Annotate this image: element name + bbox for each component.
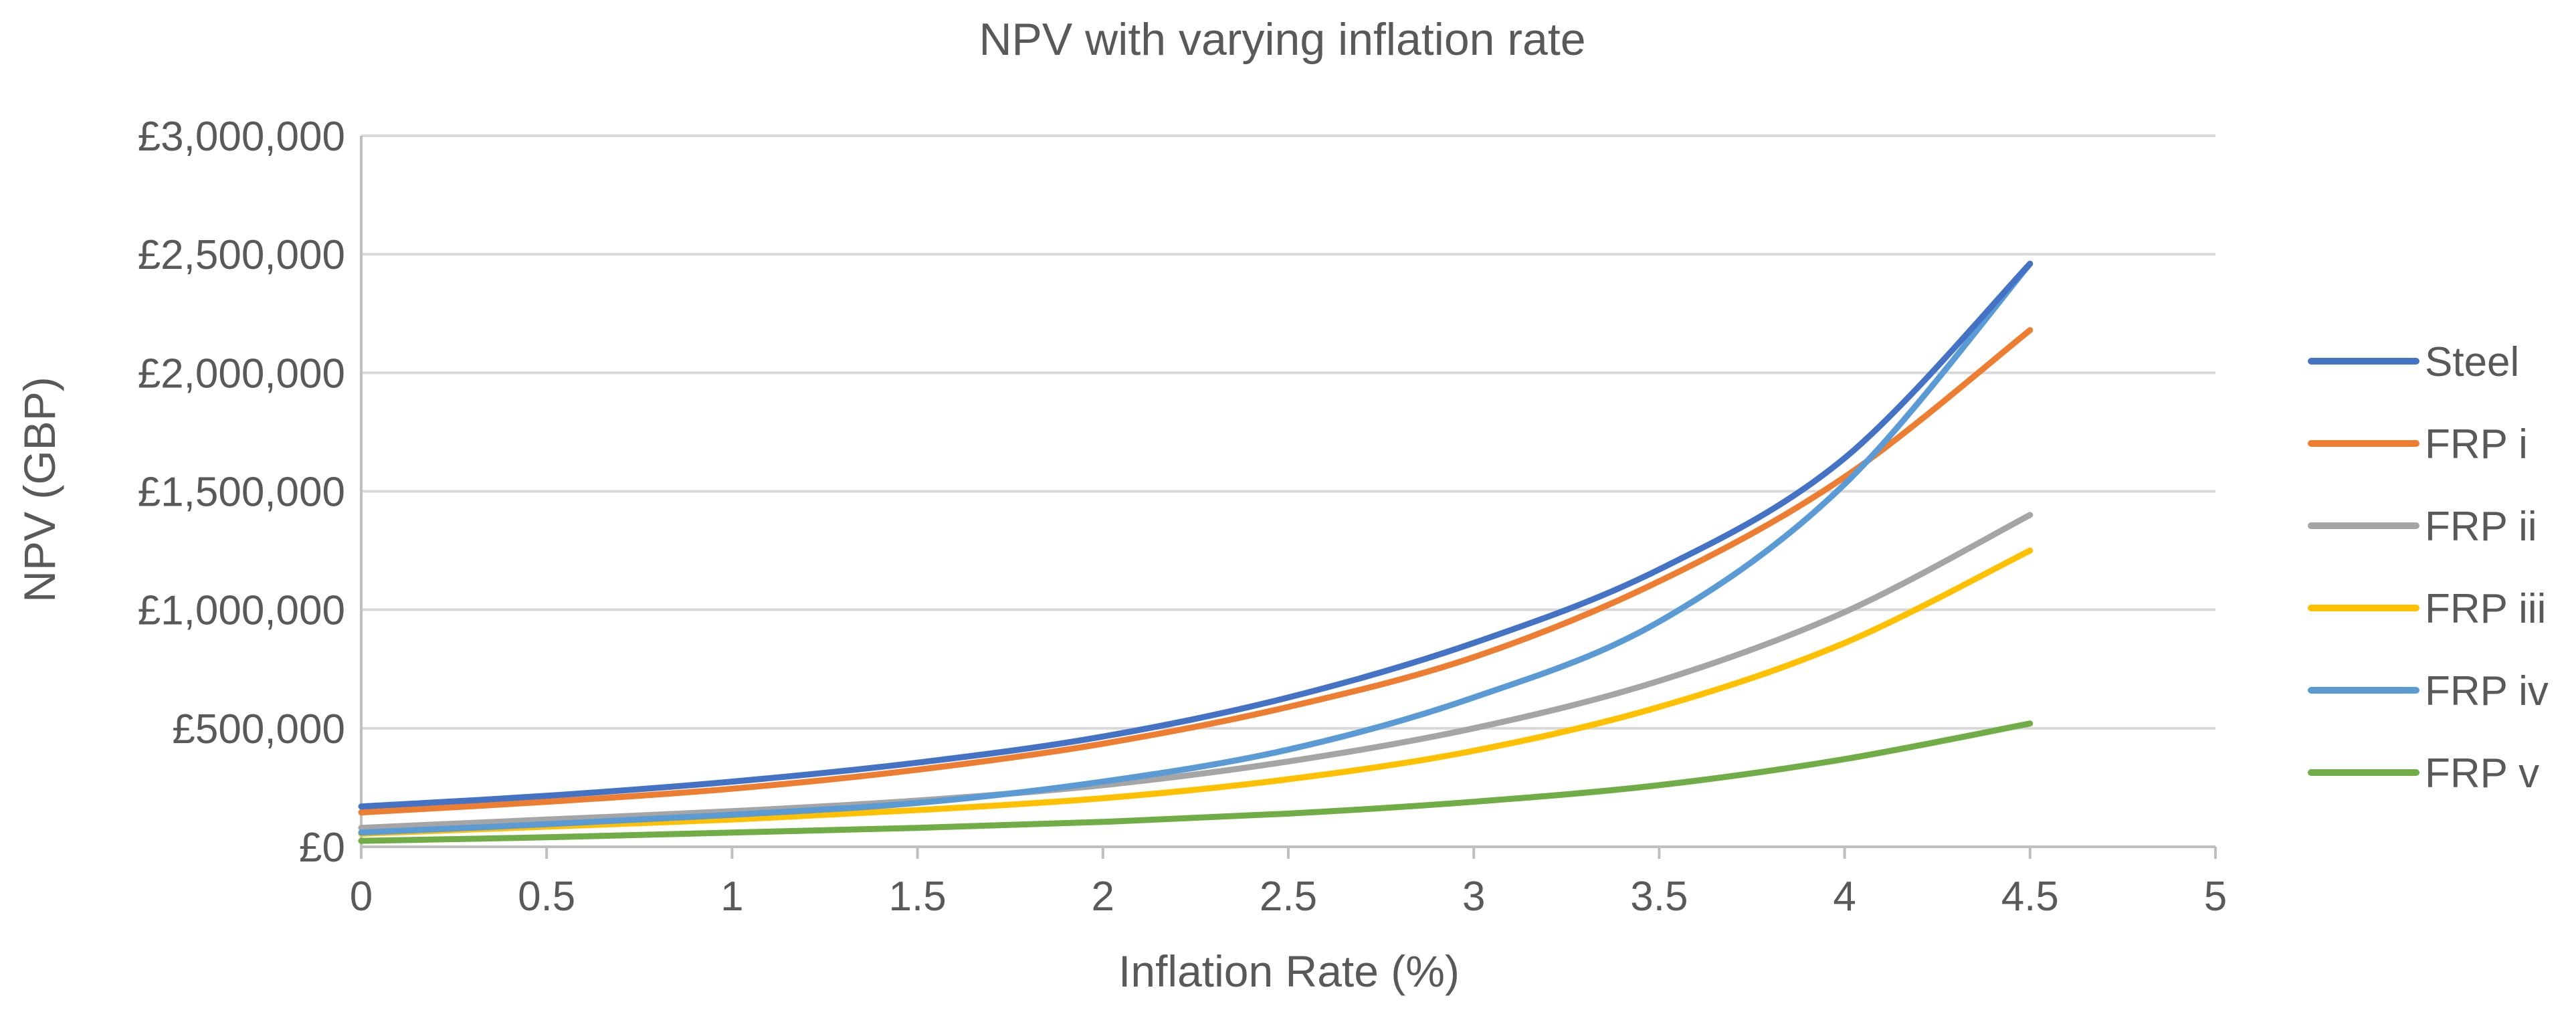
x-tick-label: 2 — [1092, 874, 1114, 920]
y-axis-label: NPV (GBP) — [15, 377, 64, 602]
legend-label-steel: Steel — [2425, 339, 2519, 385]
y-tick-label: £1,000,000 — [138, 588, 345, 634]
series-lines — [358, 260, 2034, 844]
legend-label-frp-i: FRP i — [2425, 421, 2528, 468]
legend: Steel FRP i FRP ii FRP iii FRP iv FRP v — [2308, 339, 2549, 797]
y-tick-label: £2,500,000 — [138, 232, 345, 278]
x-tick-label: 4.5 — [2001, 874, 2059, 920]
legend-label-frp-ii: FRP ii — [2425, 504, 2537, 550]
chart-title: NPV with varying inflation rate — [979, 14, 1585, 65]
y-tick-label: £500,000 — [172, 706, 345, 752]
x-tick-label: 1 — [720, 874, 743, 920]
x-tick-label: 3.5 — [1630, 874, 1688, 920]
series-line-steel — [358, 260, 2034, 810]
y-tick-label: £2,000,000 — [138, 350, 345, 397]
series-line-frp-i — [358, 327, 2034, 816]
legend-label-frp-iii: FRP iii — [2425, 586, 2546, 632]
y-tick-label: £1,500,000 — [138, 470, 345, 516]
series-line-frp-v — [358, 720, 2034, 844]
y-tick-label: £0 — [299, 825, 345, 871]
x-tick-label: 2.5 — [1260, 874, 1317, 920]
series-line-frp-ii — [358, 512, 2034, 831]
gridlines — [361, 134, 2215, 730]
series-line-frp-iv — [358, 260, 2034, 836]
x-tick-label: 5 — [2204, 874, 2227, 920]
x-tick-label: 0 — [350, 874, 373, 920]
x-tick-label: 1.5 — [888, 874, 946, 920]
series-line-frp-iii — [358, 547, 2034, 837]
axes: £0 £500,000 £1,000,000 £1,500,000 £2,000,000… — [138, 114, 2227, 920]
x-axis-label: Inflation Rate (%) — [1118, 946, 1460, 996]
x-tick-label: 0.5 — [518, 874, 575, 920]
legend-label-frp-iv: FRP iv — [2425, 668, 2549, 714]
x-tick-label: 3 — [1462, 874, 1485, 920]
legend-label-frp-v: FRP v — [2425, 750, 2539, 797]
x-tick-label: 4 — [1833, 874, 1856, 920]
y-tick-label: £3,000,000 — [138, 114, 345, 160]
